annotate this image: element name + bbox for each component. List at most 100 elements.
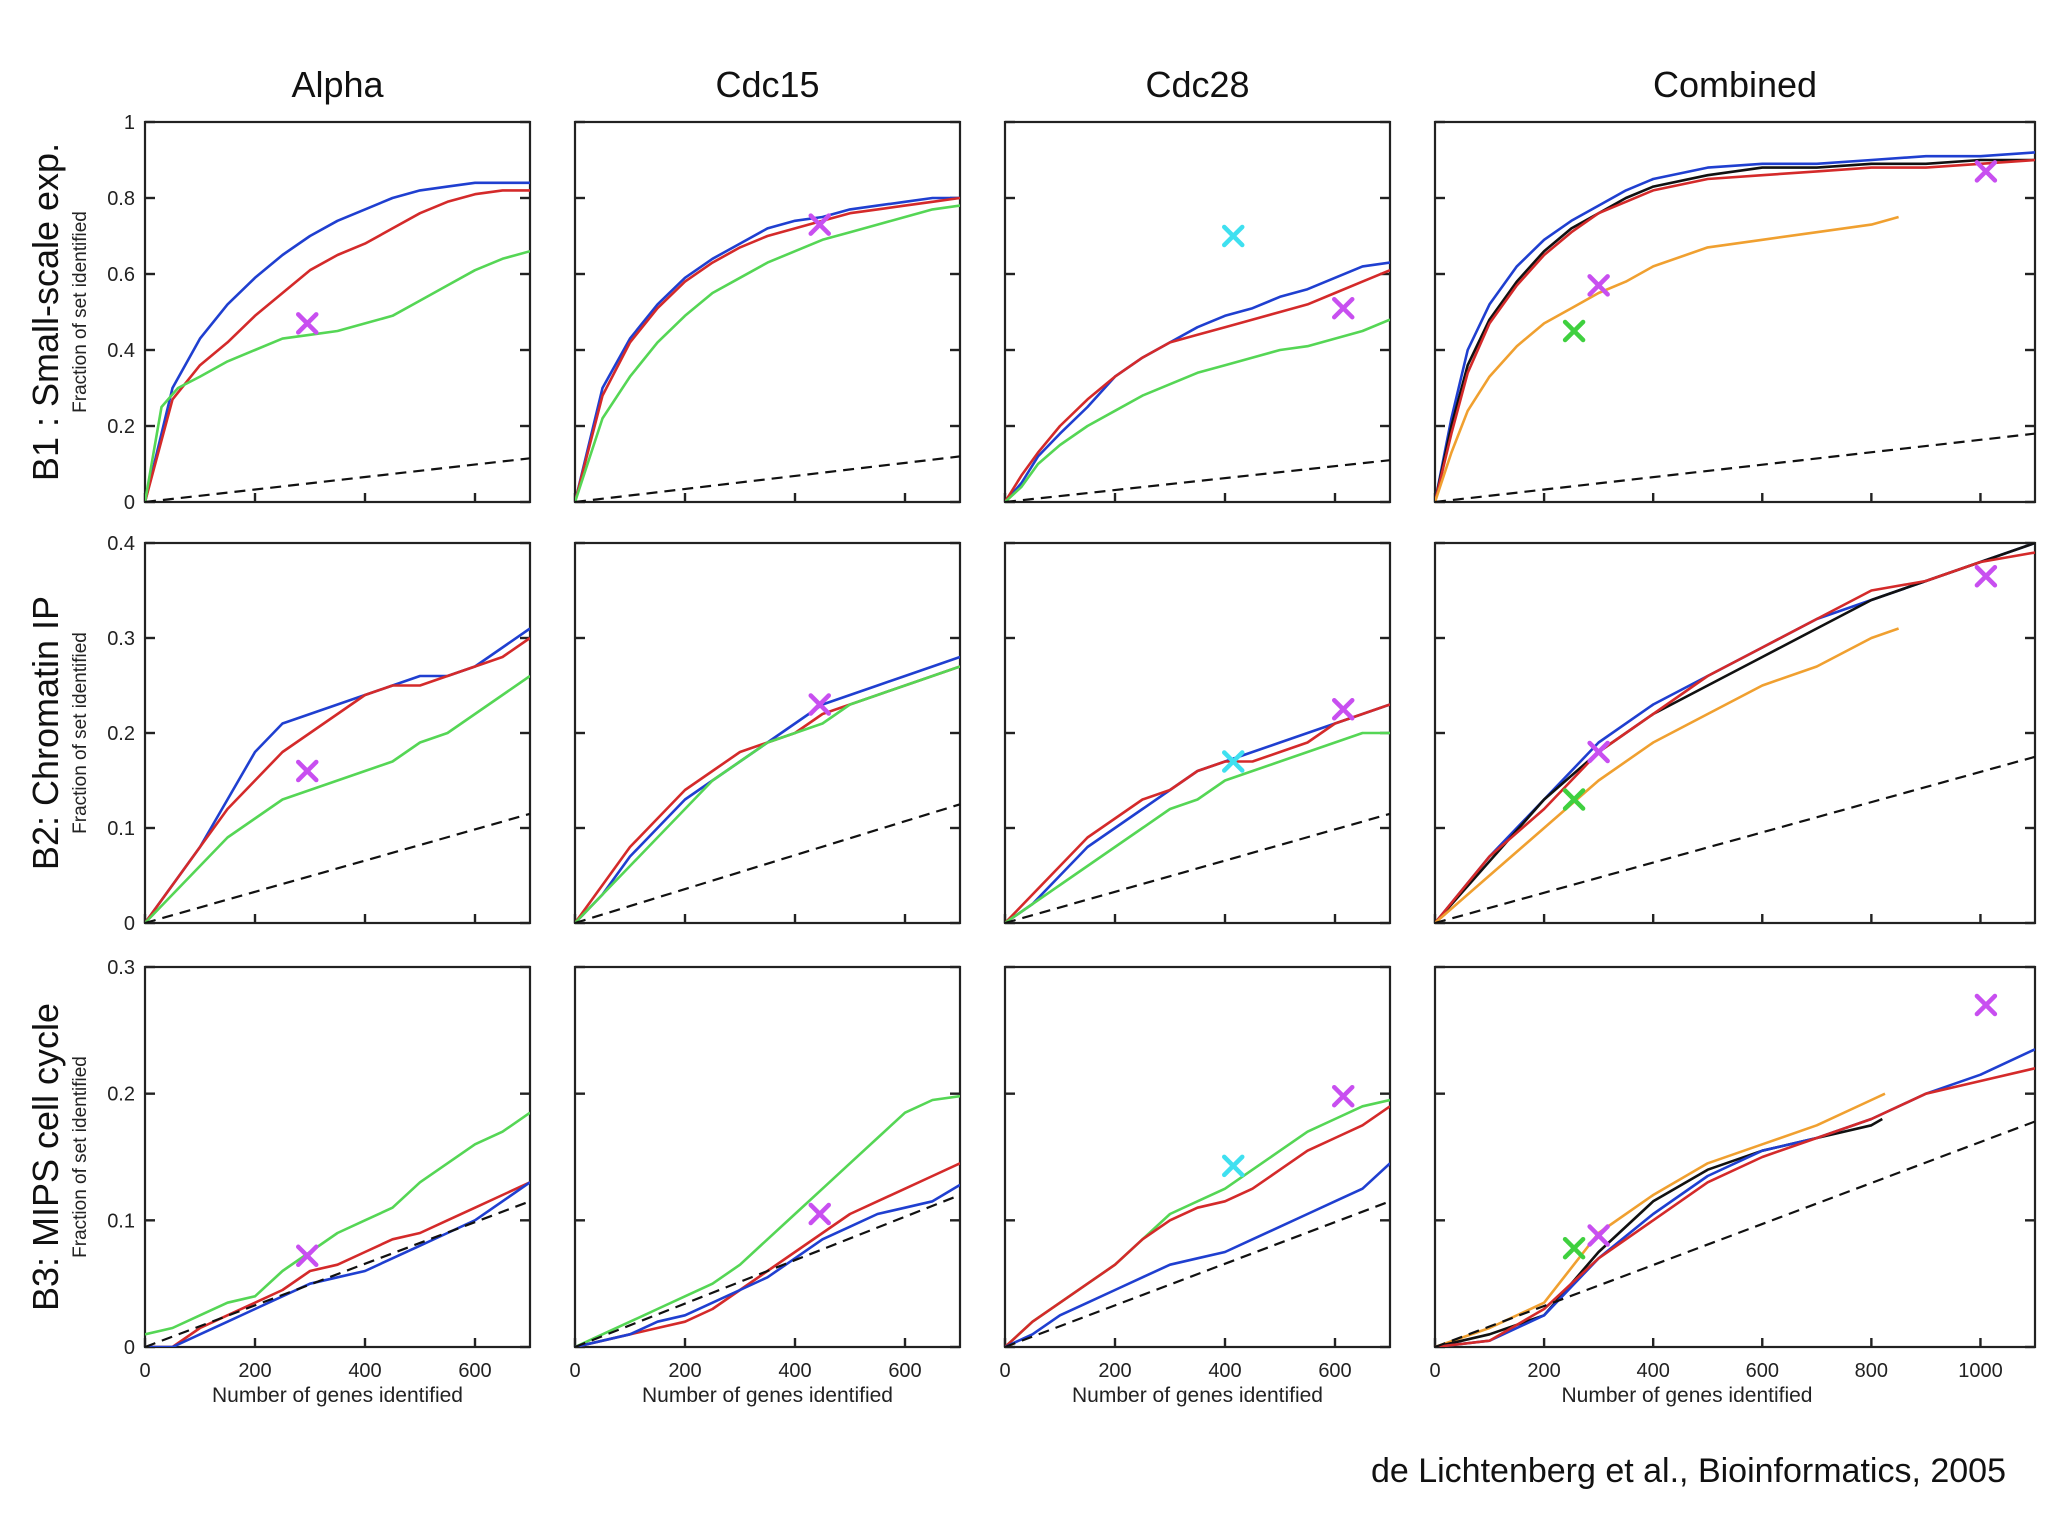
x-tick-label: 200	[1527, 1360, 1560, 1382]
series-line-red	[145, 636, 530, 923]
plot-frame	[573, 120, 962, 504]
row-title-3: B3: MIPS cell cycle	[25, 1003, 66, 1311]
marker-x-magenta	[1587, 274, 1610, 297]
plot-frame	[1003, 541, 1392, 925]
x-axis-label: Number of genes identified	[642, 1384, 893, 1407]
panel-1-cdc15	[573, 120, 962, 504]
y-tick-label: 0	[124, 913, 135, 935]
series-line-green	[575, 1094, 960, 1347]
marker-x-cyan	[1222, 1154, 1245, 1178]
series-line-red	[575, 665, 960, 923]
x-tick-label: 600	[888, 1360, 921, 1382]
marker-x-markerGreen	[1562, 319, 1586, 343]
y-tick-label: 0	[124, 1337, 135, 1359]
plot-frame	[1433, 965, 2037, 1349]
y-tick-label: 0.4	[107, 340, 135, 362]
random-baseline-line	[1435, 432, 2035, 502]
random-baseline-line	[575, 803, 960, 923]
y-axis-label: Fraction of set identified	[70, 211, 91, 413]
panels: 0 0.2 0.4 0.6 0.8 1 0 0.1 0.2 0.3 0.4 0 0.1 0.2 0.3 0 20…	[107, 112, 2037, 1407]
series-group	[145, 1111, 530, 1347]
column-title-combined: Combined	[1653, 64, 1817, 105]
series-group	[1005, 703, 1390, 923]
marker-x-magenta	[1587, 1224, 1610, 1247]
y-axis-label: Fraction of set identified	[70, 1056, 91, 1258]
random-baseline-line	[1435, 1120, 2035, 1347]
panel-2-alpha: 0 0.1 0.2 0.3 0.4	[107, 533, 532, 935]
series-line-black	[1435, 158, 2035, 502]
marker-x-markerGreen	[1562, 1236, 1586, 1260]
series-line-green	[145, 674, 530, 923]
series-line-blue	[145, 627, 530, 923]
marker-x-magenta	[296, 1244, 319, 1268]
plot-frame	[1433, 541, 2037, 925]
series-group	[145, 627, 530, 923]
x-tick-label: 0	[999, 1360, 1010, 1382]
y-tick-label: 0.2	[107, 1084, 135, 1106]
y-tick-label: 0.2	[107, 416, 135, 438]
marker-x-cyan	[1222, 224, 1245, 248]
series-group	[575, 196, 960, 502]
marker-x-magenta	[1974, 993, 1998, 1017]
series-line-blue	[575, 655, 960, 923]
plot-frame	[1433, 120, 2037, 504]
plot-frame	[143, 120, 532, 504]
series-line-blue	[1435, 1048, 2035, 1347]
series-line-red	[1005, 268, 1390, 502]
x-tick-label: 800	[1855, 1360, 1888, 1382]
x-tick-label: 600	[458, 1360, 491, 1382]
x-axis-label: Number of genes identified	[212, 1384, 463, 1407]
panel-2-cdc15	[573, 541, 962, 925]
marker-x-magenta	[296, 312, 319, 335]
panel-1-combined	[1433, 120, 2037, 504]
marker-x-magenta	[1332, 296, 1355, 320]
random-baseline-line	[575, 455, 960, 502]
marker-x-magenta	[808, 693, 831, 716]
series-line-blue	[1435, 151, 2035, 502]
y-tick-label: 0.1	[107, 1210, 135, 1232]
series-group	[1435, 1048, 2035, 1347]
x-tick-label: 400	[1636, 1360, 1669, 1382]
series-group	[1435, 543, 2035, 923]
plot-frame	[573, 541, 962, 925]
panel-2-cdc28	[1003, 541, 1392, 925]
series-line-black	[1435, 543, 2035, 923]
y-tick-label: 0.2	[107, 723, 135, 745]
x-tick-label: 1000	[1958, 1360, 2003, 1382]
column-title-cdc28: Cdc28	[1145, 64, 1249, 105]
marker-x-magenta	[1332, 698, 1355, 721]
x-tick-label: 400	[778, 1360, 811, 1382]
series-line-blue	[1435, 543, 2035, 923]
marker-x-magenta	[1587, 740, 1610, 764]
row-title-1: B1 : Small-scale exp.	[25, 143, 66, 481]
marker-x-magenta	[1332, 1084, 1355, 1108]
series-line-red	[1005, 1105, 1390, 1347]
series-line-orange	[1435, 1092, 1886, 1347]
panel-1-alpha: 0 0.2 0.4 0.6 0.8 1	[107, 112, 532, 514]
x-tick-label: 0	[569, 1360, 580, 1382]
series-line-blue	[1005, 261, 1390, 502]
panel-1-cdc28	[1003, 120, 1392, 504]
series-line-red	[1435, 158, 2035, 502]
y-tick-label: 1	[124, 112, 135, 134]
series-line-red	[145, 189, 530, 502]
panel-3-combined: 0 200 400 600 800 1000 Number of genes identif…	[1429, 965, 2037, 1407]
y-tick-label: 0	[124, 492, 135, 514]
y-tick-label: 0.6	[107, 264, 135, 286]
series-line-red	[575, 196, 960, 502]
series-line-blue	[1005, 703, 1390, 923]
y-tick-label: 0.1	[107, 818, 135, 840]
random-baseline-line	[1005, 459, 1390, 502]
series-line-blue	[1005, 1162, 1390, 1347]
series-line-green	[145, 1111, 530, 1336]
y-tick-label: 0.4	[107, 533, 135, 555]
x-tick-label: 600	[1318, 1360, 1351, 1382]
x-tick-label: 200	[238, 1360, 271, 1382]
column-titles: Alpha Cdc15 Cdc28 Combined	[291, 64, 1817, 105]
random-baseline-line	[1005, 1200, 1390, 1347]
series-line-red	[1435, 551, 2035, 923]
series-line-orange	[1435, 627, 1900, 923]
